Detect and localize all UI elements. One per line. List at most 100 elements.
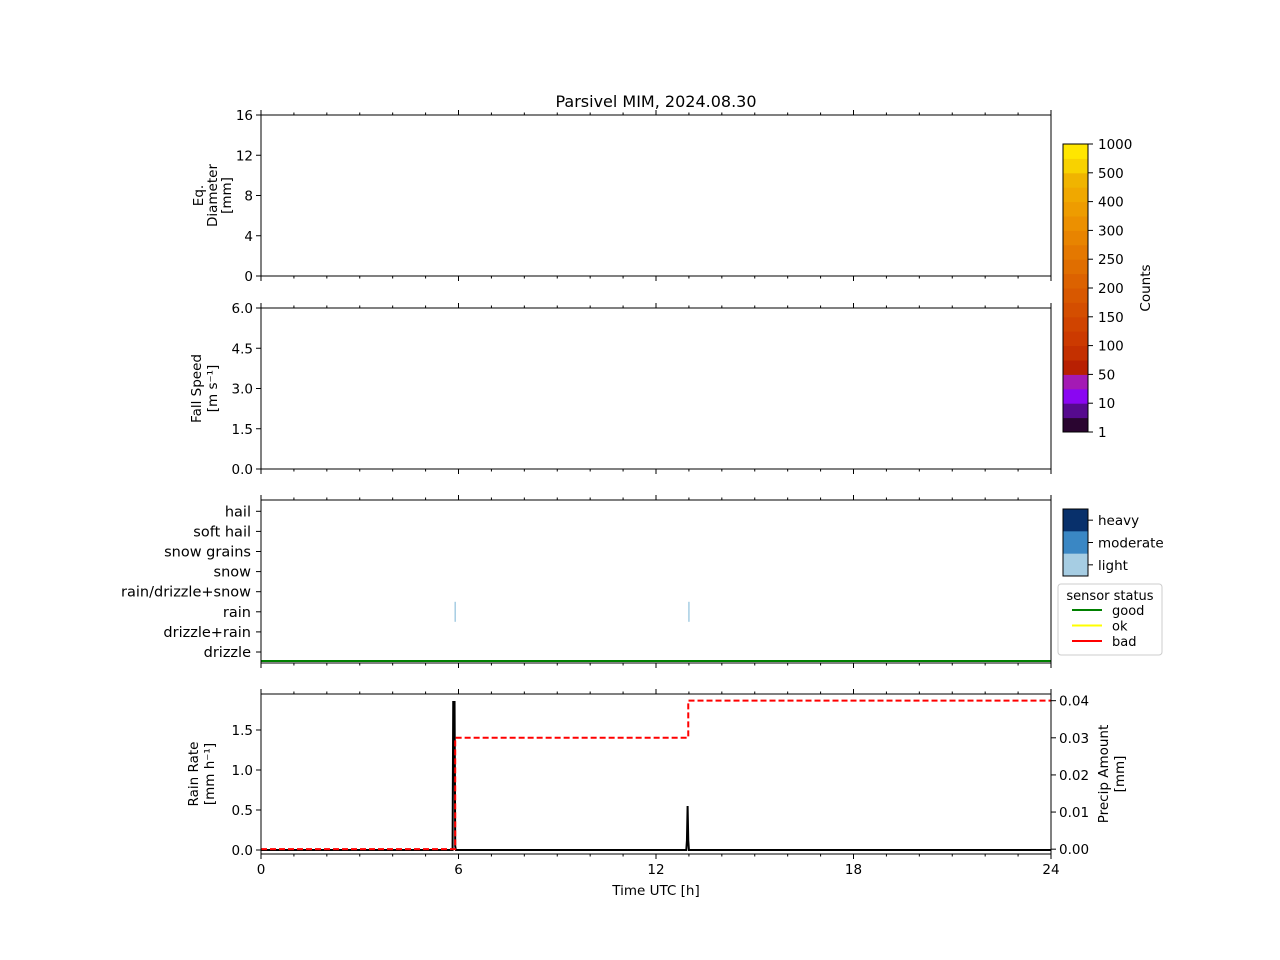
x-tick-label: 18 [845,862,862,878]
status-legend-box [1057,583,1163,656]
y-tick-label: 16 [236,108,253,124]
panel-fall-speed-ylabel: Fall Speed [m s⁻¹] [189,354,221,423]
panel-fall-speed-yticks: 0.0 1.5 3.0 4.5 6.0 [232,301,261,478]
colorbar-cell [1063,201,1088,217]
colorbar-cell [1063,360,1088,375]
status-legend-title: sensor status [1066,589,1153,604]
intensity-label: light [1098,558,1128,574]
x-tick-label: 12 [647,862,664,878]
panel-precip-type-yticks: drizzle drizzle+rain rain rain/drizzle+snow… [121,504,261,661]
y2-tick-label: 0.00 [1059,842,1089,858]
y-tick-label: 1.5 [232,422,253,438]
rain-rate-line [261,701,1051,851]
ylabel-line-1: Rain Rate [186,742,202,807]
colorbar-cell [1063,158,1088,174]
y-tick-label: 0 [244,269,253,285]
intensity-ticks: heavy moderate light [1088,513,1164,574]
category-label: drizzle+rain [163,625,251,641]
colorbar-cell [1063,417,1088,433]
ylabel-line-2: [m s⁻¹] [205,365,221,413]
x-tick-label: 6 [454,862,463,878]
panel-fall-speed-frame [260,307,1052,470]
colorbar-tick-label: 200 [1098,281,1124,297]
colorbar-cell [1063,403,1088,419]
colorbar-cells [1063,144,1088,433]
category-label: snow grains [164,545,251,561]
ylabel-line-1: Fall Speed [189,354,205,423]
x-axis-label: Time UTC [h] [611,883,699,899]
panel-rain-xticks: 0 6 12 18 24 [257,689,1060,878]
colorbar-tick-label: 250 [1098,252,1124,268]
y-tick-label: 4 [244,229,253,245]
y2-tick-label: 0.02 [1059,768,1089,784]
panel-diameter-ylabel: Eq. Diameter [mm] [191,164,235,227]
panel-precip-type: drizzle drizzle+rain rain rain/drizzle+snow… [121,495,1052,668]
y-tick-label: 1.0 [232,763,253,779]
intensity-cells [1063,509,1088,577]
y-tick-label: 6.0 [232,301,253,317]
colorbar-label: Counts [1138,264,1154,311]
y2-tick-label: 0.01 [1059,805,1089,821]
colorbar-cell [1063,273,1088,289]
colorbar-tick-label: 300 [1098,223,1124,239]
y-tick-label: 8 [244,189,253,205]
panel-diameter-yticks: 0 4 8 12 16 [236,108,261,285]
ylabel-line-2: [mm h⁻¹] [202,743,218,805]
colorbar-cell [1063,244,1088,260]
colorbar-tick-label: 100 [1098,339,1124,355]
panel-precip-type-xticks [260,495,1052,668]
y-tick-label: 4.5 [232,341,253,357]
intensity-legend: heavy moderate light [1062,508,1164,577]
intensity-cell [1063,531,1088,555]
colorbar-tick-label: 150 [1098,310,1124,326]
y-tick-label: 12 [236,148,253,164]
colorbar-cell [1063,374,1088,390]
y-tick-label: 0.5 [232,803,253,819]
category-label: hail [225,504,251,520]
y2-tick-label: 0.03 [1059,731,1089,747]
ylabel-line-1: Eq. [191,185,207,206]
chart-title: Parsivel MIM, 2024.08.30 [555,92,756,111]
colorbar-tick-label: 10 [1098,396,1115,412]
colorbar-tick-label: 1000 [1098,137,1132,153]
colorbar-cell [1063,144,1088,159]
colorbar-cell [1063,388,1088,404]
colorbar-tick-label: 1 [1098,425,1107,441]
colorbar-cell [1063,288,1088,303]
colorbar: 1 10 50 100 150 200 250 300 400 500 1000 Counts [1062,137,1154,441]
colorbar-tick-label: 500 [1098,166,1124,182]
panel-precip-type-frame [260,499,1052,664]
panel-fall-speed: Fall Speed [m s⁻¹] 0.0 1.5 3.0 4.5 6.0 [189,301,1052,478]
colorbar-cell [1063,172,1088,188]
precip-events [454,601,690,622]
panel-diameter-frame [260,114,1052,277]
intensity-label: heavy [1098,513,1139,529]
intensity-label: moderate [1098,536,1164,552]
colorbar-cell [1063,259,1088,275]
category-label: snow [214,565,252,581]
status-entry-label: ok [1112,620,1128,635]
y2-tick-label: 0.04 [1059,694,1089,710]
panel-fall-speed-xticks [260,303,1052,474]
y-tick-label: 0.0 [232,843,253,859]
panel-rain-ylabel: Rain Rate [mm h⁻¹] [186,742,218,807]
x-tick-label: 0 [257,862,266,878]
category-label: drizzle [204,645,251,661]
colorbar-cell [1063,187,1088,203]
y-tick-label: 3.0 [232,382,253,398]
colorbar-tick-label: 50 [1098,367,1115,383]
colorbar-cell [1063,345,1088,361]
colorbar-cell [1063,230,1088,246]
panel-diameter-xticks [260,110,1052,281]
y-tick-label: 0.0 [232,462,253,478]
colorbar-cell [1063,331,1088,347]
intensity-cell [1063,509,1088,532]
colorbar-cell [1063,216,1088,231]
colorbar-tick-label: 400 [1098,195,1124,211]
panel-rain-y2label: Precip Amount [mm] [1096,725,1128,824]
panel-rain-frame [260,693,1052,855]
colorbar-ticks: 1 10 50 100 150 200 250 300 400 500 1000 [1088,137,1132,441]
y2label-line-2: [mm] [1112,756,1128,793]
precip-amount-yticks: 0.00 0.01 0.02 0.03 0.04 [1051,694,1089,858]
